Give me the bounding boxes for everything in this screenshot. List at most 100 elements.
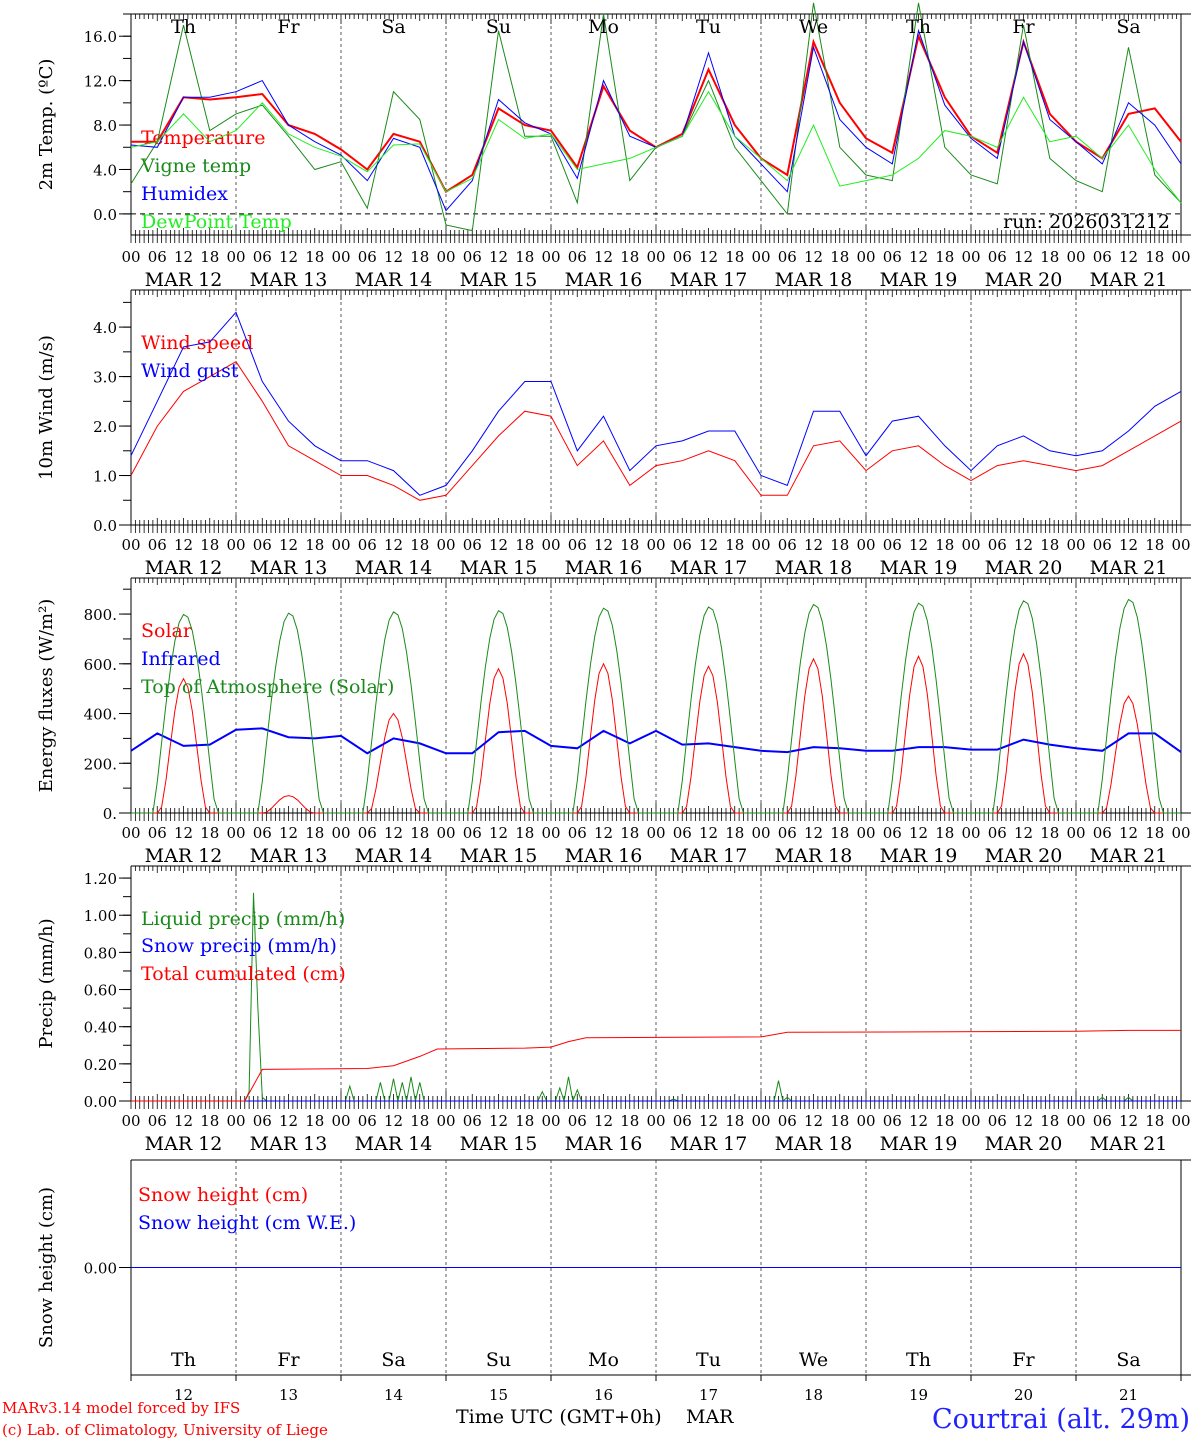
x-date-label: MAR 15 <box>460 845 538 867</box>
series-line-infrared <box>130 727 1182 755</box>
x-hour-label: 06 <box>253 248 272 266</box>
x-hour-label: 00 <box>856 536 875 554</box>
x-hour-label: 18 <box>620 824 639 842</box>
x-hour-label: 00 <box>961 824 980 842</box>
x-hour-label: 12 <box>804 536 823 554</box>
x-hour-label: 12 <box>1014 248 1033 266</box>
x-hour-label: 12 <box>384 1112 403 1130</box>
legend-label: Top of Atmosphere (Solar) <box>141 676 394 698</box>
x-hour-label: 06 <box>883 248 902 266</box>
x-hour-label: 06 <box>673 1112 692 1130</box>
series-line-dewpoint-temp <box>130 90 1182 204</box>
x-hour-label: 18 <box>1145 824 1164 842</box>
weekday-label-top: Fr <box>277 16 300 38</box>
x-date-label: MAR 13 <box>250 845 328 867</box>
x-hour-label: 18 <box>725 824 744 842</box>
x-hour-label: 12 <box>384 248 403 266</box>
x-hour-label: 12 <box>594 1112 613 1130</box>
x-hour-label: 18 <box>200 1112 219 1130</box>
weekday-label-bottom: Sa <box>1116 1349 1140 1371</box>
weekday-label-top: Th <box>171 16 196 38</box>
y-tick-label: 0.80 <box>84 944 117 962</box>
x-hour-label: 18 <box>620 1112 639 1130</box>
x-hour-label: 00 <box>646 1112 665 1130</box>
x-date-label: MAR 19 <box>880 557 958 579</box>
x-hour-label: 06 <box>1093 1112 1112 1130</box>
y-axis-label: Precip (mm/h) <box>36 918 57 1048</box>
x-date-label: MAR 21 <box>1090 269 1168 291</box>
weekday-label-bottom: Sa <box>381 1349 405 1371</box>
x-hour-label: 18 <box>305 248 324 266</box>
x-hour-label: 12 <box>384 536 403 554</box>
x-hour-label: 18 <box>830 536 849 554</box>
day-number-label: 19 <box>909 1386 928 1404</box>
x-hour-label: 18 <box>515 1112 534 1130</box>
x-hour-label: 00 <box>856 824 875 842</box>
y-tick-label: 4.0 <box>93 161 117 179</box>
x-hour-label: 06 <box>778 536 797 554</box>
x-hour-label: 06 <box>463 536 482 554</box>
run-label: run: 2026031212 <box>1003 211 1170 233</box>
series-line-wind-gust <box>130 311 1182 496</box>
x-hour-label: 12 <box>174 1112 193 1130</box>
y-tick-label: 0.60 <box>84 982 117 1000</box>
y-tick-label: 4.0 <box>93 319 117 337</box>
x-hour-label: 12 <box>1014 536 1033 554</box>
x-hour-label: 00 <box>751 1112 770 1130</box>
x-hour-label: 12 <box>909 824 928 842</box>
x-hour-label: 12 <box>909 536 928 554</box>
weekday-label-top: Sa <box>381 16 405 38</box>
x-hour-label: 06 <box>463 824 482 842</box>
x-date-label: MAR 13 <box>250 1133 328 1155</box>
x-hour-label: 12 <box>699 1112 718 1130</box>
x-hour-label: 06 <box>673 248 692 266</box>
x-hour-label: 12 <box>1119 536 1138 554</box>
x-hour-label: 18 <box>305 824 324 842</box>
x-hour-label: 12 <box>699 248 718 266</box>
x-hour-label: 18 <box>200 536 219 554</box>
x-hour-label: 06 <box>778 824 797 842</box>
y-tick-label: 0. <box>103 805 117 823</box>
x-date-label: MAR 16 <box>565 557 643 579</box>
x-hour-label: 18 <box>830 1112 849 1130</box>
x-hour-label: 00 <box>1066 824 1085 842</box>
x-hour-label: 18 <box>830 248 849 266</box>
x-hour-label: 06 <box>568 536 587 554</box>
x-hour-label: 12 <box>279 248 298 266</box>
panel-3: 0. 200. 400. 600. 800. Energy fluxes (W/m²) 00… <box>36 577 1191 867</box>
panel-1: 0.0 4.0 8.0 12.0 16.0 2m Temp. (ºC) 00 06 12 18 00… <box>36 2 1191 291</box>
day-number-label: 16 <box>594 1386 613 1404</box>
panel-5: 0.00 Snow height (cm) Snow height (cm) Snow… <box>36 1159 1191 1381</box>
x-hour-label: 06 <box>883 1112 902 1130</box>
legend-label: DewPoint Temp <box>141 211 292 233</box>
x-hour-label: 00 <box>331 824 350 842</box>
x-hour-label: 00 <box>436 824 455 842</box>
day-number-label: 12 <box>174 1386 193 1404</box>
x-hour-label: 00 <box>226 824 245 842</box>
x-hour-label: 18 <box>1145 248 1164 266</box>
copyright: (c) Lab. of Climatology, University of L… <box>2 1421 328 1439</box>
x-hour-label: 12 <box>594 248 613 266</box>
x-date-label: MAR 14 <box>355 845 433 867</box>
x-hour-label: 00 <box>541 536 560 554</box>
x-date-label: MAR 15 <box>460 269 538 291</box>
x-hour-label: 00 <box>541 1112 560 1130</box>
y-tick-label: 600. <box>84 656 117 674</box>
weekday-label-top: Sa <box>1116 16 1140 38</box>
x-hour-label: 18 <box>515 248 534 266</box>
x-hour-label: 18 <box>935 536 954 554</box>
legend-label: Vigne temp <box>140 155 251 177</box>
model-credit: MARv3.14 model forced by IFS <box>2 1399 240 1417</box>
x-hour-label: 06 <box>253 824 272 842</box>
legend-label: Snow precip (mm/h) <box>141 935 337 957</box>
x-hour-label: 06 <box>988 248 1007 266</box>
x-hour-label: 00 <box>751 824 770 842</box>
x-date-label: MAR 17 <box>670 557 748 579</box>
legend-label: Wind gust <box>141 360 239 382</box>
x-hour-label: 00 <box>751 248 770 266</box>
x-hour-label: 18 <box>515 536 534 554</box>
x-axis-month: MAR <box>686 1406 734 1428</box>
x-date-label: MAR 12 <box>145 1133 223 1155</box>
x-hour-label: 00 <box>856 1112 875 1130</box>
